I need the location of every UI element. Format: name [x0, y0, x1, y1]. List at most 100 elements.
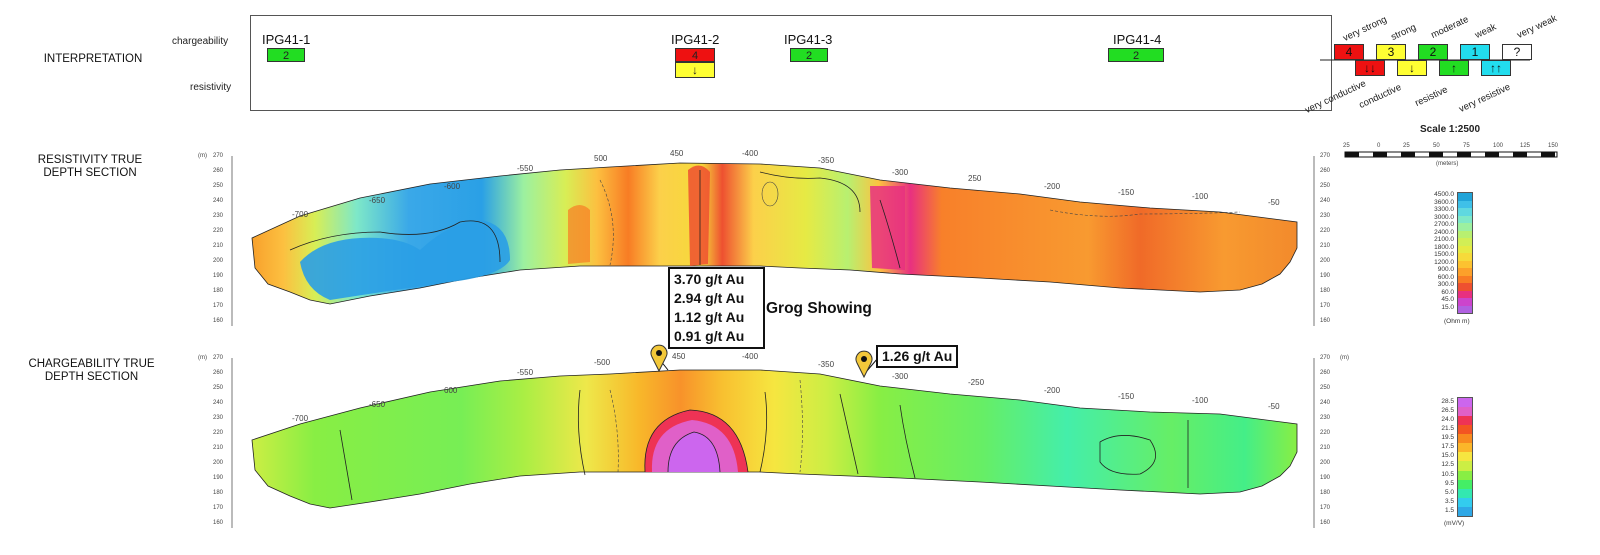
legend-value: 21.5 — [1441, 425, 1454, 433]
station-label: -200 — [1044, 386, 1061, 395]
elevation-tick: 160 — [213, 318, 224, 324]
elevation-tick: 230 — [1320, 213, 1331, 219]
elevation-unit: (m) — [198, 355, 207, 361]
resistivity-anomaly — [568, 205, 590, 264]
legend-swatch — [1458, 479, 1472, 489]
legend-value: 600.0 — [1437, 273, 1454, 281]
elevation-unit: (m) — [1340, 355, 1349, 361]
station-label: -200 — [1044, 182, 1061, 191]
scale-tick: 100 — [1493, 143, 1504, 149]
elevation-tick: 220 — [213, 228, 224, 234]
legend-value: 1200.0 — [1434, 258, 1454, 266]
chargeability-contour — [667, 431, 721, 473]
resistivity-row-label: resistivity — [190, 82, 232, 93]
key-symbol-box: ↓↓ — [1355, 60, 1385, 76]
elevation-tick: 220 — [213, 430, 224, 436]
legend-swatch — [1458, 497, 1472, 507]
station-label: 450 — [672, 352, 686, 361]
elevation-tick: 160 — [1320, 318, 1331, 324]
legend-swatch — [1458, 283, 1472, 291]
chargeability-legend-unit: (mV/V) — [1444, 520, 1465, 527]
interpretation-title: INTERPRETATION — [43, 53, 143, 65]
elevation-tick: 160 — [213, 520, 224, 526]
elevation-tick: 200 — [213, 258, 224, 264]
legend-value: 2100.0 — [1434, 236, 1454, 243]
station-label: -550 — [517, 164, 534, 173]
station-label: -400 — [742, 352, 759, 361]
elevation-tick: 250 — [213, 385, 224, 391]
chargeability-rank-box: 2 — [267, 48, 305, 62]
station-label: -350 — [818, 360, 835, 369]
key-symbol-box: ↓ — [1397, 60, 1427, 76]
chargeability-rank-box: 2 — [790, 48, 828, 62]
elevation-tick: 270 — [1320, 153, 1331, 159]
legend-value: 900.0 — [1437, 266, 1454, 273]
legend-swatch — [1458, 443, 1472, 453]
assay-value: 2.94 g/t Au — [674, 290, 745, 306]
elevation-unit: (m) — [198, 153, 207, 159]
legend-swatch — [1458, 268, 1472, 276]
elevation-tick: 210 — [213, 243, 224, 249]
legend-value: 1500.0 — [1434, 251, 1454, 258]
scale-tick: 150 — [1548, 143, 1559, 149]
legend-value: 4500.0 — [1434, 191, 1454, 198]
legend-value: 26.5 — [1441, 407, 1454, 415]
legend-swatch — [1458, 275, 1472, 283]
station-label: 500 — [594, 154, 608, 163]
legend-swatch — [1458, 506, 1472, 516]
legend-swatch — [1458, 488, 1472, 498]
elevation-tick: 160 — [1320, 520, 1331, 526]
legend-swatch — [1458, 290, 1472, 298]
elevation-tick: 210 — [1320, 243, 1331, 249]
legend-swatch — [1458, 245, 1472, 253]
legend-swatch — [1458, 238, 1472, 246]
elevation-tick: 270 — [1320, 355, 1331, 361]
resistivity-contour — [879, 199, 901, 269]
key-rank-box: 4 — [1334, 44, 1364, 60]
legend-value: 5.0 — [1444, 488, 1454, 496]
station-label: -150 — [1118, 188, 1135, 197]
elevation-tick: 240 — [1320, 400, 1331, 406]
legend-value: 19.5 — [1441, 434, 1454, 442]
resistivity-contour — [289, 220, 501, 263]
legend-swatch — [1458, 305, 1472, 313]
chargeability-contour — [577, 389, 586, 476]
assay-value: 1.12 g/t Au — [674, 309, 745, 325]
legend-value: 300.0 — [1437, 281, 1454, 288]
scale-tick: 75 — [1463, 143, 1470, 149]
resistivity-low-body — [300, 220, 510, 300]
station-label: -650 — [369, 196, 386, 205]
chargeability-contour — [1099, 435, 1157, 475]
elevation-tick: 220 — [1320, 430, 1331, 436]
legend-swatch — [1458, 215, 1472, 223]
legend-swatch — [1458, 298, 1472, 306]
chargeability-high-body — [668, 432, 720, 472]
station-label: 250 — [968, 174, 982, 183]
elevation-tick: 190 — [1320, 273, 1331, 279]
legend-swatch — [1458, 230, 1472, 238]
elevation-tick: 250 — [1320, 385, 1331, 391]
station-label: -300 — [892, 168, 909, 177]
station-label: -700 — [292, 414, 309, 423]
anomaly-label: IPG41-1 — [262, 32, 311, 47]
scale-tick: 0 — [1377, 143, 1381, 149]
legend-swatch — [1458, 461, 1472, 471]
legend-swatch — [1458, 425, 1472, 435]
scale-bar — [1344, 151, 1558, 158]
station-label: -50 — [1268, 198, 1280, 207]
station-label: -650 — [369, 400, 386, 409]
scale-tick: 25 — [1403, 143, 1410, 149]
key-rank-box: 1 — [1460, 44, 1490, 60]
elevation-tick: 230 — [213, 213, 224, 219]
anomaly-label: IPG41-2 — [671, 32, 720, 47]
assay-value: 0.91 g/t Au — [674, 328, 745, 344]
showing-label: Grog Showing — [766, 300, 872, 317]
elevation-tick: 260 — [1320, 168, 1331, 174]
resistivity-contour — [1049, 209, 1241, 217]
chargeability-contour — [759, 391, 768, 473]
key-symbol-box: ↑ — [1439, 60, 1469, 76]
legend-value: 3300.0 — [1434, 206, 1454, 213]
resistivity-legend-unit: (Ohm m) — [1444, 318, 1470, 325]
elevation-tick: 220 — [1320, 228, 1331, 234]
